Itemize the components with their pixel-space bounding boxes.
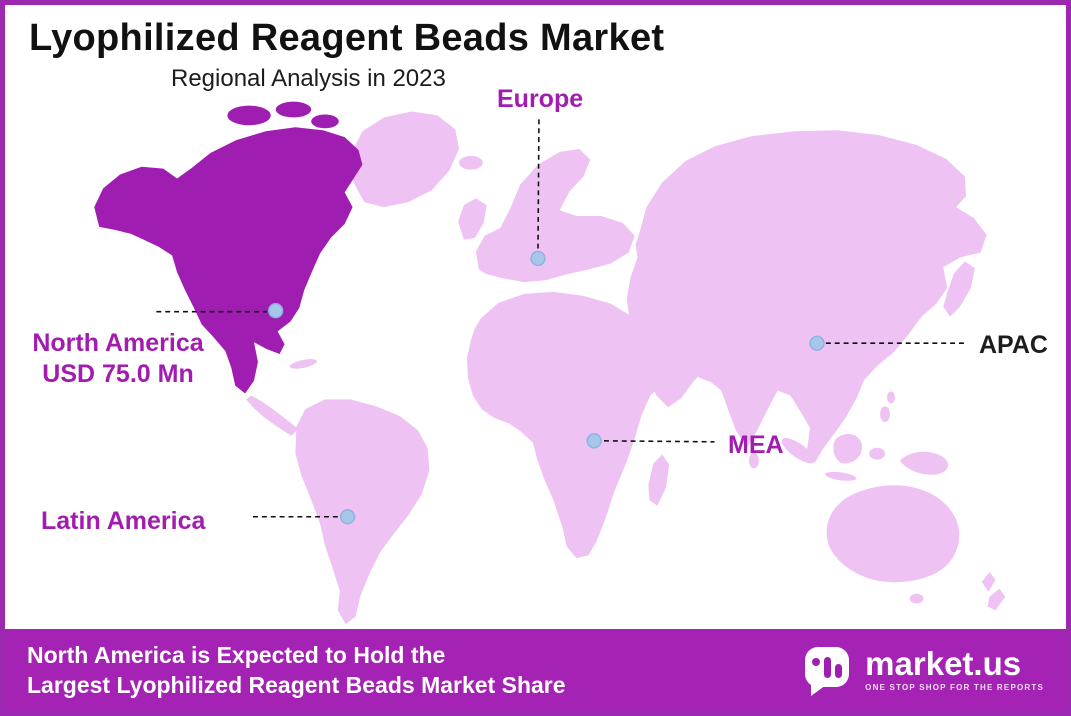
continent-north-america <box>94 127 363 394</box>
banner-line-2: Largest Lyophilized Reagent Beads Market… <box>27 672 566 698</box>
island-iceland <box>459 155 483 170</box>
island-sumatra <box>781 438 815 464</box>
island-cuba <box>289 359 317 369</box>
marker-north-america <box>268 303 284 319</box>
continent-greenland <box>350 111 460 208</box>
region-label-latin-america: Latin America <box>41 507 206 535</box>
island-sri-lanka <box>748 452 759 469</box>
island-tasmania <box>909 593 924 604</box>
brand-tagline: ONE STOP SHOP FOR THE REPORTS <box>865 683 1044 692</box>
island-new-zealand-north <box>981 571 996 592</box>
leader-lines <box>156 119 965 518</box>
world-map <box>94 101 1006 625</box>
island-new-zealand-south <box>987 588 1006 611</box>
island-philippines-1 <box>880 406 890 423</box>
page-title: Lyophilized Reagent Beads Market <box>29 17 665 59</box>
region-markers <box>268 250 825 525</box>
marker-latin-america <box>340 509 356 525</box>
continent-asia <box>626 130 987 463</box>
island-uk <box>458 198 487 240</box>
banner-headline: North America is Expected to Hold the La… <box>27 640 566 700</box>
brand-text: market.us ONE STOP SHOP FOR THE REPORTS <box>865 645 1044 692</box>
market-us-logo-icon <box>805 647 850 696</box>
arctic-island-1 <box>227 105 271 126</box>
island-madagascar <box>648 454 670 506</box>
page-subtitle: Regional Analysis in 2023 <box>171 65 446 92</box>
marker-mea <box>586 433 602 449</box>
banner-line-1: North America is Expected to Hold the <box>27 642 446 668</box>
arctic-island-2 <box>275 101 312 118</box>
region-label-north-america: North America USD 75.0 Mn <box>19 328 217 390</box>
continent-south-america <box>295 399 430 625</box>
island-sulawesi <box>869 447 886 460</box>
continents-light <box>246 111 1006 625</box>
island-new-guinea <box>899 451 949 475</box>
arctic-island-3 <box>311 114 339 129</box>
continent-north-america-highlighted <box>94 101 363 394</box>
central-america <box>246 395 299 436</box>
bottom-banner: North America is Expected to Hold the La… <box>5 629 1066 711</box>
region-label-mea: MEA <box>728 431 784 459</box>
continent-africa <box>466 291 677 559</box>
brand-name: market.us <box>865 645 1022 682</box>
leader-line-europe <box>537 119 540 251</box>
island-japan <box>943 261 975 317</box>
marker-apac <box>809 335 825 351</box>
island-philippines-2 <box>887 391 895 404</box>
region-label-europe: Europe <box>497 85 584 113</box>
region-name-north-america: North America <box>32 329 204 357</box>
region-value-north-america: USD 75.0 Mn <box>42 360 194 388</box>
brand-lockup: market.us ONE STOP SHOP FOR THE REPORTS <box>799 642 1044 698</box>
continent-europe <box>475 148 635 283</box>
island-borneo <box>833 433 863 464</box>
marker-europe <box>530 250 546 267</box>
island-java <box>825 471 857 481</box>
region-label-apac: APAC <box>979 331 1048 359</box>
leader-line-mea <box>604 440 715 443</box>
continent-australia <box>826 485 960 583</box>
